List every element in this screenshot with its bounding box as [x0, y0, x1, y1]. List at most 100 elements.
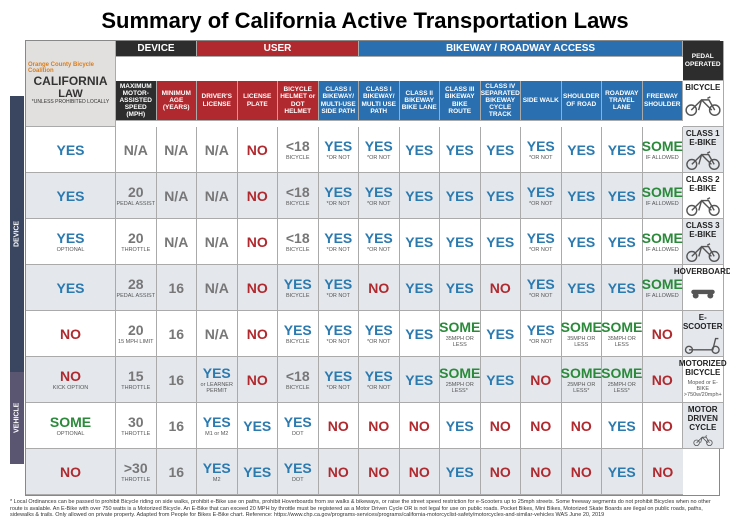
- table-cell: YES*OR NOT: [319, 311, 360, 357]
- row-label: CLASS 2 E-BIKE: [683, 173, 724, 219]
- table-cell: N/A: [197, 311, 238, 357]
- column-header: SIDE WALK: [521, 81, 562, 121]
- table-cell: YES*OR NOT: [319, 219, 360, 265]
- table-cell: YESM2: [197, 449, 238, 495]
- table-cell: 16: [157, 403, 198, 449]
- table-cell: YES: [400, 311, 441, 357]
- column-header: BICYCLE HELMET or DOT HELMET: [278, 81, 319, 121]
- table-cell: NO: [562, 449, 603, 495]
- table-cell: YES*OR NOT: [319, 173, 360, 219]
- table-cell: YES: [602, 449, 643, 495]
- table-cell: SOMEIF ALLOWED: [643, 173, 684, 219]
- table-cell: 30THROTTLE: [116, 403, 157, 449]
- table-cell: YES*OR NOT: [319, 357, 360, 403]
- column-header: FREEWAY SHOULDER: [643, 81, 684, 121]
- table-cell: YES: [562, 127, 603, 173]
- table-cell: NO: [521, 403, 562, 449]
- table-cell: <18BICYCLE: [278, 219, 319, 265]
- group-header: USER: [197, 41, 359, 57]
- category-strip: VEHICLE: [10, 372, 24, 464]
- table-cell: YESM1 or M2: [197, 403, 238, 449]
- table-cell: YES*OR NOT: [359, 173, 400, 219]
- page-title: Summary of California Active Transportat…: [10, 8, 720, 34]
- table-cell: SOMEIF ALLOWED: [643, 127, 684, 173]
- table-cell: YES: [440, 403, 481, 449]
- table-cell: SOME25MPH OR LESS*: [562, 357, 603, 403]
- table-cell: YES: [562, 173, 603, 219]
- table-cell: YES: [238, 449, 279, 495]
- table-cell: NO: [400, 449, 441, 495]
- table-cell: NO: [26, 311, 116, 357]
- table-cell: YES: [481, 357, 522, 403]
- table-cell: YES: [602, 219, 643, 265]
- table-cell: YES: [238, 403, 279, 449]
- table-cell: YES*OR NOT: [521, 127, 562, 173]
- group-header: DEVICE: [116, 41, 197, 57]
- table-cell: NO: [238, 173, 279, 219]
- table-cell: YES: [440, 173, 481, 219]
- table-cell: YES: [602, 265, 643, 311]
- table-cell: YESDOT: [278, 403, 319, 449]
- table-cell: YES*OR NOT: [521, 173, 562, 219]
- table-cell: YES: [440, 449, 481, 495]
- table-cell: SOME25MPH OR LESS*: [602, 357, 643, 403]
- table-cell: YES: [562, 265, 603, 311]
- law-block: Orange County Bicycle Coalition CALIFORN…: [26, 41, 116, 127]
- table-cell: 16: [157, 265, 198, 311]
- table-cell: YES: [481, 173, 522, 219]
- table-cell: NO: [26, 449, 116, 495]
- table-cell: N/A: [157, 127, 198, 173]
- table-cell: YES: [400, 219, 441, 265]
- table-cell: NO: [521, 357, 562, 403]
- table-cell: NO: [400, 403, 441, 449]
- table-cell: NO: [238, 127, 279, 173]
- table-cell: YES: [400, 173, 441, 219]
- table-cell: NO: [481, 265, 522, 311]
- table-cell: 16: [157, 449, 198, 495]
- table-cell: YES: [602, 403, 643, 449]
- table-cell: 20THROTTLE: [116, 219, 157, 265]
- table-cell: NO: [359, 403, 400, 449]
- table-cell: 20PEDAL ASSIST: [116, 173, 157, 219]
- table-cell: YES*OR NOT: [359, 311, 400, 357]
- column-header: PEDAL OPERATED: [683, 41, 724, 81]
- table-cell: NO: [481, 449, 522, 495]
- row-label: HOVERBOARD: [683, 265, 724, 311]
- row-label: BICYCLE: [683, 81, 724, 127]
- table-cell: 16: [157, 357, 198, 403]
- group-header: BIKEWAY / ROADWAY ACCESS: [359, 41, 683, 57]
- table-cell: N/A: [197, 265, 238, 311]
- table-cell: YES: [26, 173, 116, 219]
- table-cell: YES: [400, 265, 441, 311]
- table-cell: YES: [481, 219, 522, 265]
- table-cell: SOME35MPH OR LESS: [562, 311, 603, 357]
- table-cell: YES*OR NOT: [359, 357, 400, 403]
- table-cell: YES*OR NOT: [359, 219, 400, 265]
- table-cell: YES: [26, 127, 116, 173]
- column-header: CLASS IV SEPARATED BIKEWAY CYCLE TRACK: [481, 81, 522, 121]
- table-cell: NO: [319, 449, 360, 495]
- table-cell: YES: [400, 127, 441, 173]
- row-label: E-SCOOTER: [683, 311, 724, 357]
- table-cell: YES: [481, 127, 522, 173]
- footnotes: * Local Ordinances can be passed to proh…: [10, 499, 720, 519]
- table-cell: YES*OR NOT: [521, 265, 562, 311]
- table-cell: NO: [643, 357, 684, 403]
- table-cell: YES: [440, 127, 481, 173]
- table-cell: YES: [481, 311, 522, 357]
- column-header: SHOULDER OF ROAD: [562, 81, 603, 121]
- table-cell: NO: [238, 219, 279, 265]
- table-cell: 15THROTTLE: [116, 357, 157, 403]
- table-cell: NOKICK OPTION: [26, 357, 116, 403]
- table-cell: YES: [26, 265, 116, 311]
- table-cell: N/A: [157, 173, 198, 219]
- row-label: MOTOR DRIVEN CYCLE: [683, 403, 724, 449]
- law-table: Orange County Bicycle Coalition CALIFORN…: [25, 40, 720, 496]
- table-cell: NO: [238, 265, 279, 311]
- table-cell: N/A: [197, 173, 238, 219]
- row-label: CLASS 1 E-BIKE: [683, 127, 724, 173]
- table-cell: <18BICYCLE: [278, 127, 319, 173]
- table-cell: NO: [643, 449, 684, 495]
- table-cell: N/A: [116, 127, 157, 173]
- table-cell: NO: [643, 403, 684, 449]
